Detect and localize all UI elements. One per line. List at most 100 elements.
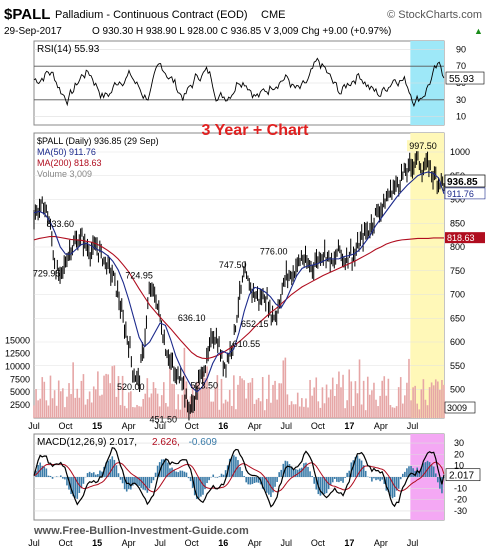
macd-hist-bar: [167, 462, 169, 477]
volume-bar: [364, 410, 367, 418]
volume-bar: [111, 366, 114, 418]
macd-hist-bar: [278, 472, 280, 477]
price-annotation: 747.50: [219, 260, 247, 270]
volume-bar: [261, 377, 264, 418]
volume-bar: [51, 398, 54, 418]
volume-tick-label: 15000: [5, 336, 30, 346]
rsi-tick-label: 10: [456, 112, 466, 122]
volume-bar: [303, 406, 305, 418]
volume-bar: [350, 381, 353, 418]
volume-bar: [125, 408, 128, 418]
volume-bar: [47, 405, 50, 418]
volume-bar: [113, 365, 116, 418]
x-tick-label-bottom: Apr: [248, 538, 262, 548]
macd-hist-bar: [336, 477, 338, 482]
macd-tick-label: -30: [454, 506, 467, 516]
volume-bar: [439, 389, 441, 418]
price-legend-item: MA(50) 911.76: [37, 147, 96, 157]
macd-hist-bar: [290, 466, 293, 477]
macd-hist-bar: [344, 477, 346, 478]
macd-hist-bar: [111, 456, 114, 477]
volume-bar: [412, 387, 414, 418]
volume-bar: [315, 377, 318, 418]
macd-hist-bar: [237, 460, 239, 477]
volume-bar: [57, 380, 60, 418]
macd-tick-label: 30: [454, 438, 464, 448]
exchange: CME: [261, 9, 285, 21]
macd-hist-bar: [286, 461, 289, 477]
volume-bar: [331, 377, 334, 418]
x-tick-label-bottom: 15: [92, 538, 102, 548]
x-tick-label-top: Oct: [311, 421, 326, 431]
volume-bar: [74, 397, 77, 418]
volume-bar: [165, 403, 167, 418]
macd-hist-bar: [47, 475, 50, 477]
macd-hist-bar: [401, 473, 404, 477]
volume-bar: [441, 379, 443, 418]
macd-hist-bar: [109, 459, 112, 477]
volume-bar: [366, 376, 369, 418]
volume-bar: [290, 401, 293, 418]
macd-hist-bar: [82, 477, 85, 484]
macd-hist-bar: [132, 477, 134, 486]
rsi-legend: RSI(14) 55.93: [37, 44, 100, 55]
volume-bar: [68, 383, 70, 418]
macd-hist-bar: [441, 477, 443, 494]
volume-bar: [228, 389, 231, 418]
volume-bar: [375, 399, 377, 418]
macd-hist-bar: [247, 477, 250, 485]
volume-bar: [76, 388, 79, 418]
macd-tick-label: -20: [454, 495, 467, 505]
macd-hist-bar: [303, 463, 305, 477]
macd-hist-bar: [268, 477, 270, 495]
price-annotation: 997.50: [409, 141, 437, 151]
macd-hist-bar: [95, 474, 97, 477]
volume-bar: [230, 405, 233, 418]
volume-bar: [84, 404, 87, 418]
macd-hist-bar: [35, 470, 37, 477]
macd-hist-bar: [257, 477, 260, 483]
volume-bar: [183, 347, 186, 418]
volume-bar: [395, 406, 398, 418]
volume-bar: [226, 401, 229, 418]
x-tick-label-bottom: 16: [218, 538, 228, 548]
macd-hist-bar: [373, 477, 375, 479]
macd-hist-bar: [352, 460, 355, 477]
macd-hist-bar: [416, 467, 419, 477]
price-annotation: 776.00: [260, 246, 288, 256]
price-legend-item: Volume 3,009: [37, 169, 92, 179]
macd-hist-bar: [307, 466, 309, 477]
macd-panel: -30-20-100102030MACD(12,26,9) 2.017,2.62…: [33, 433, 481, 521]
macd-hist-bar: [235, 456, 237, 477]
macd-hist-bar: [228, 458, 231, 477]
volume-bar: [88, 391, 91, 418]
volume-bar: [212, 401, 215, 418]
volume-bar: [323, 403, 326, 418]
macd-hist-bar: [311, 475, 313, 477]
macd-hist-bar: [280, 469, 283, 477]
macd-hist-bar: [412, 468, 414, 477]
macd-hist-bar: [113, 459, 116, 477]
price-legend-item: MA(200) 818.63: [37, 158, 102, 168]
macd-legend-item: -0.609: [189, 437, 218, 448]
macd-hist-bar: [224, 470, 227, 477]
volume-bar: [288, 404, 291, 418]
macd-hist-bar: [90, 473, 93, 477]
macd-hist-bar: [408, 466, 410, 477]
x-tick-label-top: Jul: [28, 421, 40, 431]
macd-hist-bar: [272, 477, 274, 493]
volume-bar: [434, 379, 437, 418]
volume-bar: [348, 369, 351, 418]
volume-bar: [329, 389, 332, 418]
volume-bar: [233, 375, 235, 418]
volume-bar: [334, 395, 336, 418]
x-tick-label-bottom: Oct: [59, 538, 74, 548]
volume-bar: [35, 389, 37, 418]
macd-hist-bar: [348, 470, 351, 477]
macd-hist-bar: [138, 477, 140, 486]
macd-hist-bar: [45, 468, 48, 477]
x-tick-label-bottom: Apr: [122, 538, 136, 548]
macd-hist-bar: [88, 471, 91, 477]
macd-tick-label: 20: [454, 449, 464, 459]
macd-hist-bar: [148, 477, 151, 489]
